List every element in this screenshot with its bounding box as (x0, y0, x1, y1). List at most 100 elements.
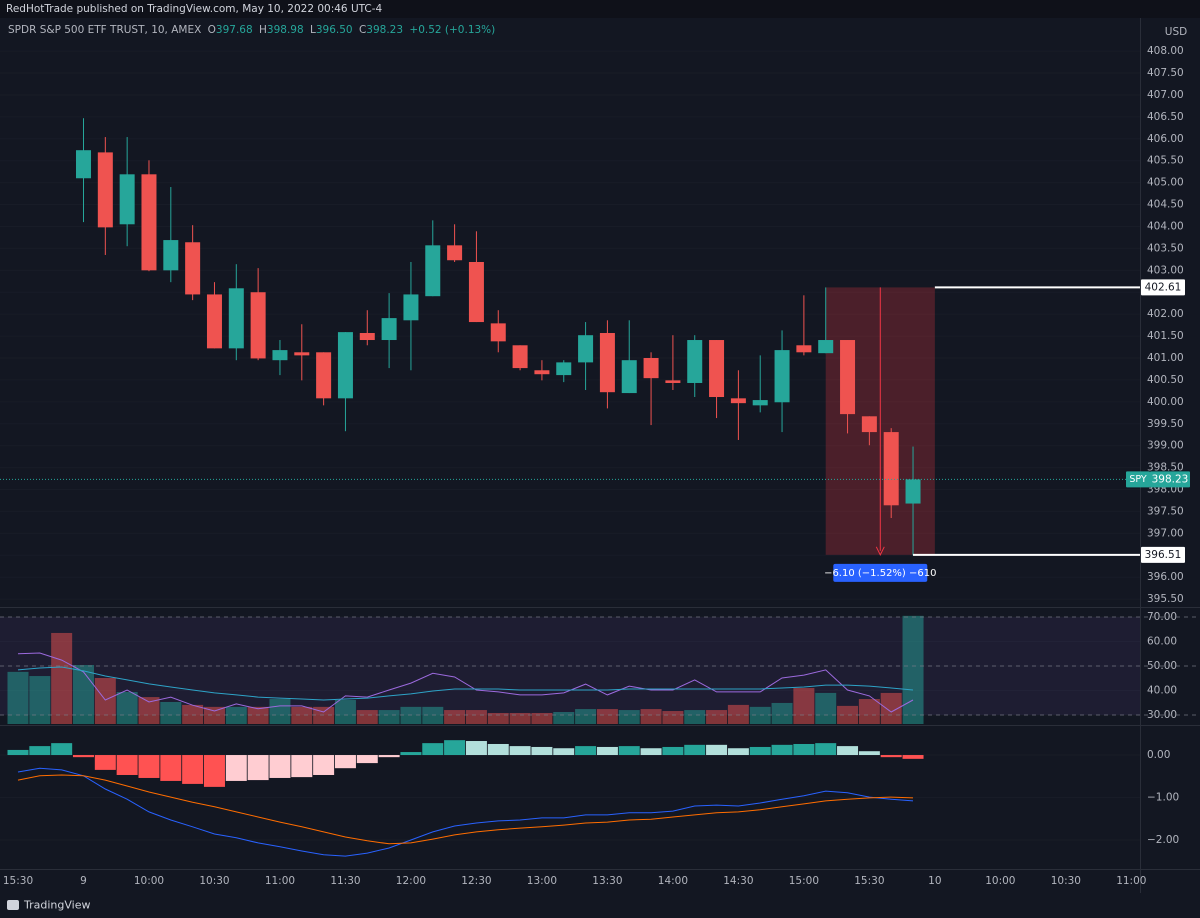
histogram-bar (815, 743, 837, 756)
volume-bar (531, 712, 553, 724)
volume-bar (793, 688, 815, 724)
volume-bar (378, 710, 400, 724)
logo-icon (7, 900, 19, 910)
histogram-bar (182, 755, 204, 784)
histogram-bar (837, 746, 859, 756)
histogram-bar (444, 740, 466, 756)
x-tick-label: 12:00 (396, 875, 426, 887)
x-tick-label: 15:30 (3, 875, 33, 887)
histogram-bar (553, 748, 575, 756)
x-tick-label: 12:30 (461, 875, 491, 887)
candle-body (752, 400, 768, 406)
volume-bar (618, 710, 640, 724)
histogram-bar (618, 746, 640, 756)
candle-body (75, 150, 91, 179)
candle-body (468, 261, 484, 323)
y-tick-label: 405.00 (1147, 177, 1184, 189)
histogram-bar (334, 755, 356, 769)
y-tick-label: 0.00 (1147, 749, 1170, 761)
volume-bar (444, 710, 466, 724)
legend-value: 398.23 (366, 24, 403, 36)
symbol-label: SPY (1129, 474, 1147, 485)
x-tick-label: 10:30 (1051, 875, 1081, 887)
y-tick-label: 401.50 (1147, 330, 1184, 342)
candle-body (818, 340, 834, 354)
measure-price-label: 396.51 (1145, 549, 1182, 561)
candle-body (534, 370, 550, 375)
macd-line (17, 767, 914, 857)
candle-body (687, 340, 703, 383)
candle-body (163, 240, 179, 271)
histogram-bar (771, 744, 793, 756)
y-tick-label: 403.00 (1147, 264, 1184, 276)
candle-body (796, 345, 812, 353)
candle-body (709, 340, 725, 398)
histogram-bar (51, 743, 73, 756)
histogram-bar (749, 746, 771, 756)
volume-bar (706, 710, 728, 724)
candle-body (381, 318, 397, 341)
histogram-bar (422, 743, 444, 756)
legend-value: 396.50 (316, 24, 353, 36)
candle-body (447, 245, 463, 261)
volume-bar (837, 705, 859, 724)
candle-body (774, 350, 790, 403)
candle-body (578, 335, 594, 363)
footer-bar (0, 893, 1200, 918)
volume-bar (7, 671, 29, 724)
y-tick-label: 401.00 (1147, 352, 1184, 364)
legend-change: +0.52 (+0.13%) (409, 24, 495, 36)
histogram-bar (858, 751, 880, 756)
legend-name: SPDR S&P 500 ETF TRUST, 10, AMEX (8, 24, 201, 36)
histogram-bar (465, 741, 487, 756)
histogram-bar (72, 755, 94, 758)
x-tick-label: 11:00 (1116, 875, 1146, 887)
y-tick-label: −1.00 (1147, 792, 1179, 804)
measure-price-box (1141, 279, 1185, 296)
legend-key: H (259, 24, 267, 36)
candle-body (840, 340, 856, 415)
measure-label: −6.10 (−1.52%) −610 (824, 568, 936, 579)
volume-bar (858, 699, 880, 724)
histogram-bar (509, 746, 531, 756)
volume-bar (771, 702, 793, 724)
x-tick-label: 9 (80, 875, 87, 887)
histogram-bar (269, 755, 291, 778)
symbol-box (1126, 471, 1150, 488)
measure-price-box (1141, 546, 1185, 563)
histogram-bar (793, 743, 815, 756)
measure-price-label: 402.61 (1145, 281, 1182, 293)
candle-body (905, 479, 921, 504)
y-tick-label: 407.00 (1147, 89, 1184, 101)
histogram-bar (727, 748, 749, 756)
histogram-bar (640, 748, 662, 756)
currency: USD (1165, 26, 1187, 38)
x-tick-label: 11:30 (330, 875, 360, 887)
histogram-bar (880, 755, 902, 758)
histogram-bar (203, 755, 225, 787)
candle-body (316, 352, 332, 399)
measure-label-box (833, 563, 928, 582)
histogram-bar (225, 755, 247, 781)
y-tick-label: 405.50 (1147, 155, 1184, 167)
volume-bar (662, 711, 684, 724)
candle-body (861, 416, 877, 433)
histogram-bar (575, 746, 597, 756)
histogram-bar (160, 755, 182, 781)
volume-bar (269, 699, 291, 724)
histogram-bar (662, 746, 684, 756)
volume-bar (684, 710, 706, 724)
y-tick-label: 40.00 (1147, 684, 1177, 696)
line-series (17, 652, 914, 713)
histogram-bar (7, 749, 29, 756)
legend-value: 398.98 (267, 24, 304, 36)
y-tick-label: 406.50 (1147, 111, 1184, 123)
candle-body (206, 294, 222, 349)
header-bar (0, 0, 1200, 18)
macd-line (17, 774, 914, 845)
legend: SPDR S&P 500 ETF TRUST, 10, AMEX O397.68… (8, 24, 495, 36)
histogram-bar (313, 755, 335, 775)
volume-bar (334, 700, 356, 724)
header: RedHotTrade published on TradingView.com… (6, 3, 383, 15)
